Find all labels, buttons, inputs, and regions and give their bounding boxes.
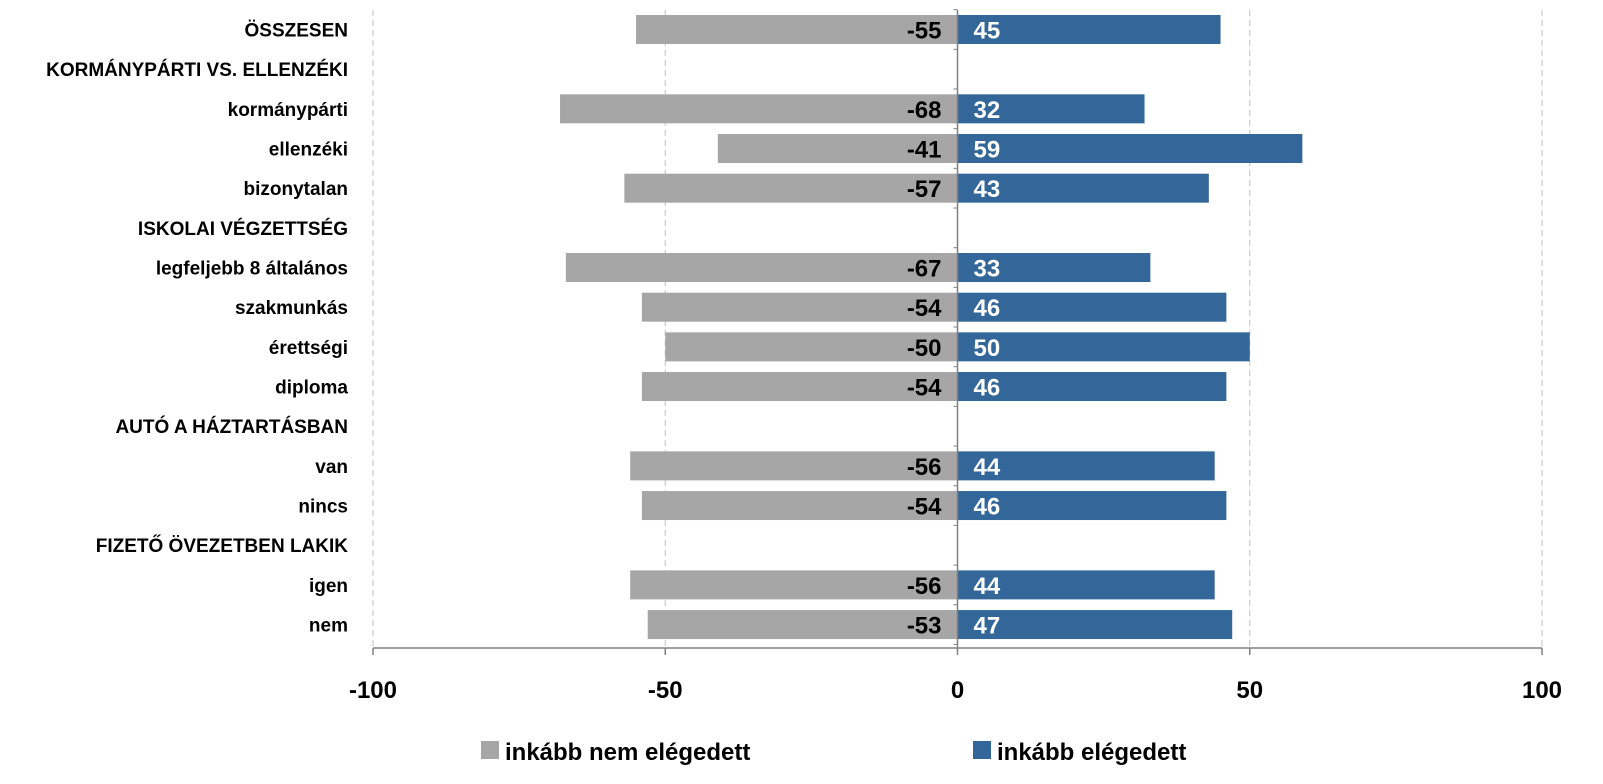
value-label-nem-elegedett: -54 [907,295,942,322]
gridlines [372,10,1543,648]
bar-elegedett-ellenzeki [957,134,1303,164]
legend-swatch-elegedett [973,741,991,759]
legend-swatch-nem-elegedett [481,741,499,759]
value-label-elegedett: 46 [974,375,1001,402]
legend-label-nem-elegedett: inkább nem elégedett [505,739,750,766]
value-label-elegedett: 32 [974,97,1001,124]
x-tick-label: 50 [1236,677,1263,704]
bar-elegedett-kormanyparti [957,94,1145,124]
category-label-diploma: diploma [275,378,348,399]
bar-nem-elegedett-diploma [641,372,958,402]
bar-nem-elegedett-legfeljebb-8-altalanos [565,253,958,283]
bars [560,15,1303,640]
bar-nem-elegedett-bizonytalan [624,173,958,203]
category-label-van: van [315,457,348,478]
bar-elegedett-nem [957,610,1233,640]
value-label-elegedett: 43 [974,176,1001,203]
legend-label-elegedett: inkább elégedett [997,739,1186,766]
bar-elegedett-van [957,451,1215,481]
x-tick-label: -100 [349,677,397,704]
category-label-igen: igen [309,576,348,597]
bar-elegedett-erettsegi [957,332,1250,362]
category-label-ellenzeki: ellenzéki [269,140,348,161]
value-label-nem-elegedett: -56 [907,573,942,600]
value-label-nem-elegedett: -67 [907,256,942,283]
value-label-elegedett: 33 [974,256,1001,283]
category-label-nincs: nincs [298,497,348,518]
value-labels: -55 45 -68 32 -41 59 -57 43 -67 33 -54 46 -50 50 -54 46… [907,18,1001,640]
bar-nem-elegedett-nem [647,610,958,640]
value-label-nem-elegedett: -53 [907,613,942,640]
bar-nem-elegedett-ellenzeki [717,134,958,164]
category-label-bizonytalan: bizonytalan [243,179,348,200]
value-label-elegedett: 44 [974,573,1001,600]
value-label-elegedett: 44 [974,454,1001,481]
bar-elegedett-nincs [957,491,1227,521]
value-label-elegedett: 47 [974,613,1001,640]
value-label-elegedett: 46 [974,494,1001,521]
bar-nem-elegedett-igen [630,570,958,600]
x-tick-label: -50 [648,677,683,704]
x-axis [372,9,1543,655]
category-label-iskolai-vegzettseg: ISKOLAI VÉGZETTSÉG [138,218,348,240]
category-label-osszesen: ÖSSZESEN [245,21,348,42]
x-tick-label: 100 [1522,677,1562,704]
value-label-elegedett: 46 [974,295,1001,322]
value-label-nem-elegedett: -54 [907,494,942,521]
bar-elegedett-szakmunkas [957,292,1227,322]
value-label-elegedett: 50 [974,335,1001,362]
value-label-nem-elegedett: -54 [907,375,942,402]
value-label-elegedett: 59 [974,137,1001,164]
x-tick-label: 0 [951,677,964,704]
bar-nem-elegedett-erettsegi [665,332,958,362]
value-label-elegedett: 45 [974,18,1001,45]
bar-elegedett-bizonytalan [957,173,1209,203]
x-tick-labels: -100 -50 0 50 100 [349,677,1562,704]
category-label-auto-a-haztartasban: AUTÓ A HÁZTARTÁSBAN [115,416,348,438]
category-labels: ÖSSZESEN KORMÁNYPÁRTI VS. ELLENZÉKI kormán… [46,21,348,637]
bar-nem-elegedett-van [630,451,958,481]
category-label-kormanyparti: kormánypárti [228,100,348,121]
value-label-nem-elegedett: -55 [907,18,942,45]
category-label-legfeljebb-8-altalanos: legfeljebb 8 általános [156,259,348,280]
category-label-erettsegi: érettségi [269,338,348,359]
bar-nem-elegedett-kormanyparti [560,94,958,124]
bar-elegedett-osszesen [957,15,1221,44]
value-label-nem-elegedett: -68 [907,97,942,124]
legend: inkább nem elégedett inkább elégedett [481,739,1186,766]
value-label-nem-elegedett: -41 [907,137,942,164]
category-label-kormanyparti-vs-ellenzeki: KORMÁNYPÁRTI VS. ELLENZÉKI [46,59,348,81]
bar-nem-elegedett-osszesen [636,15,958,44]
category-label-nem: nem [309,616,348,637]
bar-nem-elegedett-nincs [641,491,958,521]
bar-elegedett-diploma [957,372,1227,402]
value-label-nem-elegedett: -56 [907,454,942,481]
value-label-nem-elegedett: -57 [907,176,942,203]
bar-elegedett-igen [957,570,1215,600]
category-label-szakmunkas: szakmunkás [235,298,348,319]
value-label-nem-elegedett: -50 [907,335,942,362]
bar-elegedett-legfeljebb-8-altalanos [957,253,1151,283]
category-label-fizeto-ovezetben-lakik: FIZETŐ ÖVEZETBEN LAKIK [96,535,349,557]
bar-nem-elegedett-szakmunkas [641,292,958,322]
